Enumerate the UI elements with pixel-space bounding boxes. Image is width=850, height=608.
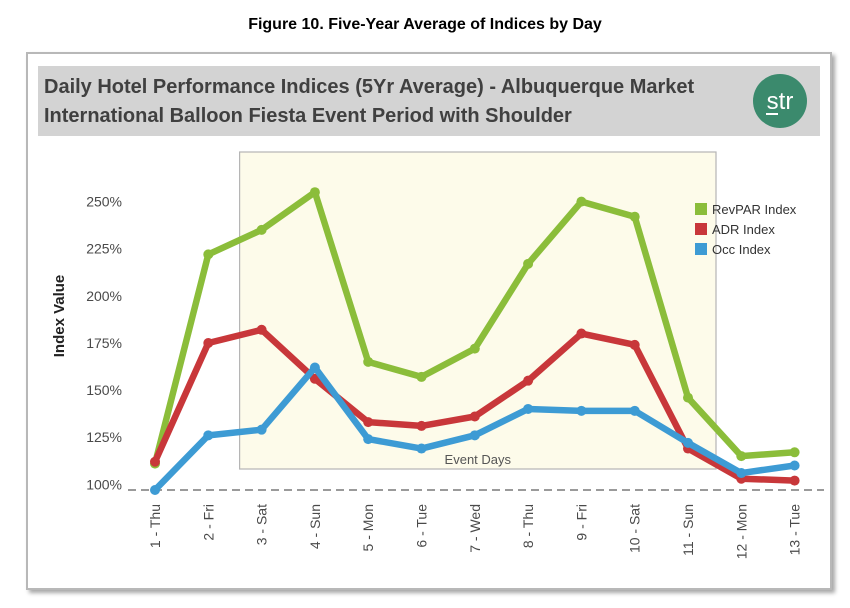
x-tick-label: 10 - Sat <box>627 504 643 553</box>
x-tick-label: 13 - Tue <box>787 504 803 556</box>
str-logo: str <box>753 74 807 128</box>
data-point <box>576 328 587 339</box>
chart-subtitle: International Balloon Fiesta Event Perio… <box>44 105 572 127</box>
data-point <box>309 362 320 373</box>
y-axis: 100% 125% 150% 175% 200% 225% 250% <box>86 194 122 493</box>
logo-text: str <box>767 88 794 115</box>
data-point <box>629 339 640 350</box>
data-point <box>150 485 160 495</box>
data-point <box>416 443 427 454</box>
legend-swatch <box>695 223 707 235</box>
data-point <box>363 417 374 428</box>
y-tick-label: 250% <box>86 194 122 210</box>
data-point <box>789 447 800 458</box>
x-tick-label: 8 - Thu <box>520 504 536 548</box>
y-tick-label: 200% <box>86 288 122 304</box>
data-point <box>416 371 427 382</box>
legend-swatch <box>695 243 707 255</box>
data-point <box>309 373 320 384</box>
data-point <box>256 424 267 435</box>
x-tick-label: 9 - Fri <box>573 504 589 541</box>
legend-label: RevPAR Index <box>712 202 797 217</box>
legend-label: ADR Index <box>712 222 775 237</box>
x-axis: 1 - Thu 2 - Fri 3 - Sat 4 - Sun 5 - Mon 6 - T… <box>147 504 803 559</box>
y-axis-label: Index Value <box>51 275 68 358</box>
data-point <box>629 405 640 416</box>
data-point <box>469 343 480 354</box>
data-point <box>736 451 747 462</box>
x-tick-label: 1 - Thu <box>147 504 163 548</box>
event-period: Event Days <box>239 151 717 470</box>
y-tick-label: 125% <box>86 429 122 445</box>
x-tick-label: 5 - Mon <box>360 504 376 551</box>
figure-caption: Figure 10. Five-Year Average of Indices … <box>248 16 602 33</box>
data-point <box>683 437 693 448</box>
data-point <box>576 405 587 416</box>
y-tick-label: 175% <box>86 335 122 351</box>
data-point <box>150 456 160 467</box>
data-point <box>469 411 480 422</box>
data-point <box>256 224 267 235</box>
data-point <box>469 430 480 441</box>
y-tick-label: 150% <box>86 382 122 398</box>
y-tick-label: 225% <box>86 241 122 257</box>
legend-swatch <box>695 203 707 215</box>
chart-header <box>38 66 820 136</box>
x-tick-label: 4 - Sun <box>307 504 323 549</box>
y-tick-label: 100% <box>86 476 122 492</box>
chart: Daily Hotel Performance Indices (5Yr Ave… <box>38 66 824 559</box>
chart-frame: Daily Hotel Performance Indices (5Yr Ave… <box>26 52 832 590</box>
series-revpar-index <box>150 187 800 469</box>
x-tick-label: 7 - Wed <box>467 504 483 553</box>
event-period-label: Event Days <box>445 452 512 467</box>
x-tick-label: 2 - Fri <box>200 504 216 541</box>
series-lines <box>150 187 800 495</box>
data-point <box>523 258 534 269</box>
data-point <box>363 434 374 445</box>
data-point <box>256 324 267 335</box>
data-point <box>203 430 214 441</box>
data-point <box>523 403 534 414</box>
x-tick-label: 12 - Mon <box>733 504 749 559</box>
data-point <box>203 249 214 260</box>
x-tick-label: 3 - Sat <box>254 504 270 545</box>
data-point <box>363 356 374 367</box>
data-point <box>576 196 587 207</box>
data-point <box>629 211 640 222</box>
data-point <box>416 420 427 431</box>
data-point <box>683 392 693 403</box>
chart-title: Daily Hotel Performance Indices (5Yr Ave… <box>44 76 695 98</box>
legend-label: Occ Index <box>712 242 771 257</box>
data-point <box>523 375 534 386</box>
data-point <box>789 475 800 486</box>
data-point <box>736 468 747 479</box>
data-point <box>309 187 320 198</box>
data-point <box>203 337 214 348</box>
x-tick-label: 6 - Tue <box>414 504 430 548</box>
series-occ-index <box>150 362 800 495</box>
data-point <box>789 460 800 471</box>
x-tick-label: 11 - Sun <box>680 504 696 556</box>
legend: RevPAR Index ADR Index Occ Index <box>695 202 797 257</box>
event-period-box <box>239 151 717 470</box>
